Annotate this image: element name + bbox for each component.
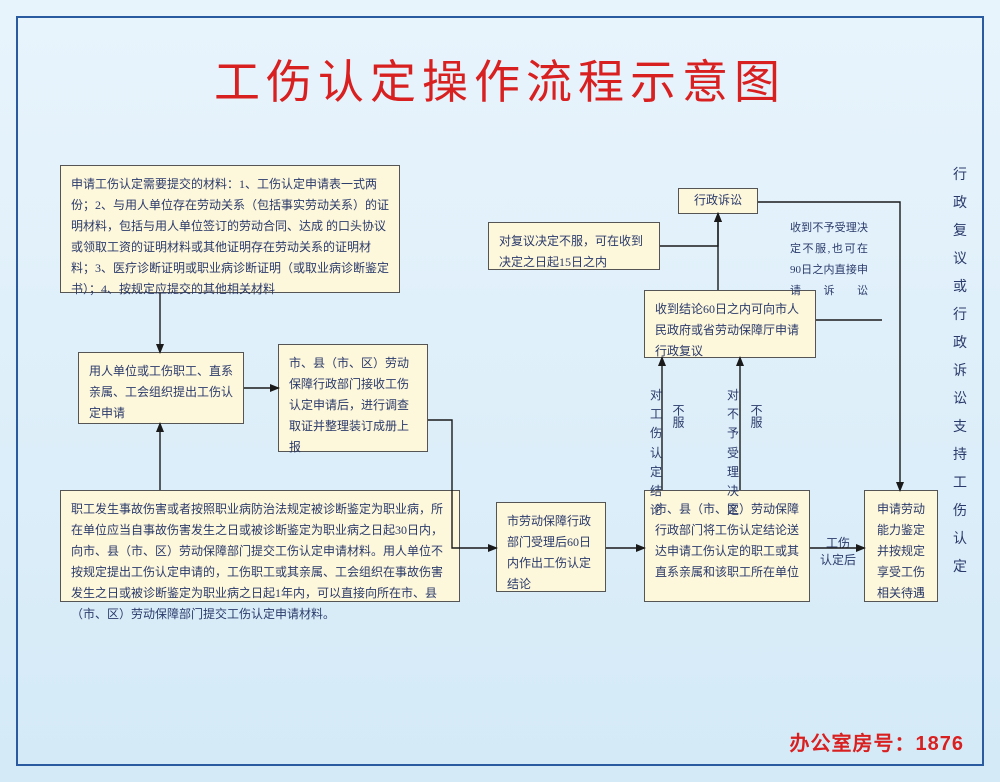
label-after: 工伤认定后 xyxy=(820,534,856,568)
side-vertical-text: 行政复议或行政诉讼支持工伤认定 xyxy=(952,162,968,582)
box-materials: 申请工伤认定需要提交的材料：1、工伤认定申请表一式两份；2、与用人单位存在劳动关… xyxy=(60,165,400,293)
box-conclusion: 市劳动保障行政部门受理后60日内作出工伤认定结论 xyxy=(496,502,606,592)
box-deadline: 职工发生事故伤害或者按照职业病防治法规定被诊断鉴定为职业病，所在单位应当自事故伤… xyxy=(60,490,460,602)
diagram-title: 工伤认定操作流程示意图 xyxy=(0,46,1000,112)
vlabel-reject: 对不予受理决定 xyxy=(726,386,740,520)
box-disagree: 对复议决定不服，可在收到决定之日起15日之内 xyxy=(488,222,660,270)
note-right: 收到不予受理决定不服,也可在90日之内直接申请诉讼 xyxy=(790,218,868,302)
box-benefit: 申请劳动能力鉴定并按规定享受工伤相关待遇 xyxy=(864,490,938,602)
box-accept: 市、县（市、区）劳动保障行政部门接收工伤认定申请后，进行调查取证并整理装订成册上… xyxy=(278,344,428,452)
box-lawsuit: 行政诉讼 xyxy=(678,188,758,214)
footer-room: 办公室房号：1876 xyxy=(790,727,965,756)
label-bf2: 不服 xyxy=(748,404,765,428)
vlabel-conclude: 对工伤认定结论 xyxy=(649,386,663,520)
label-bf1: 不服 xyxy=(670,404,687,428)
box-applicant: 用人单位或工伤职工、直系亲属、工会组织提出工伤认定申请 xyxy=(78,352,244,424)
